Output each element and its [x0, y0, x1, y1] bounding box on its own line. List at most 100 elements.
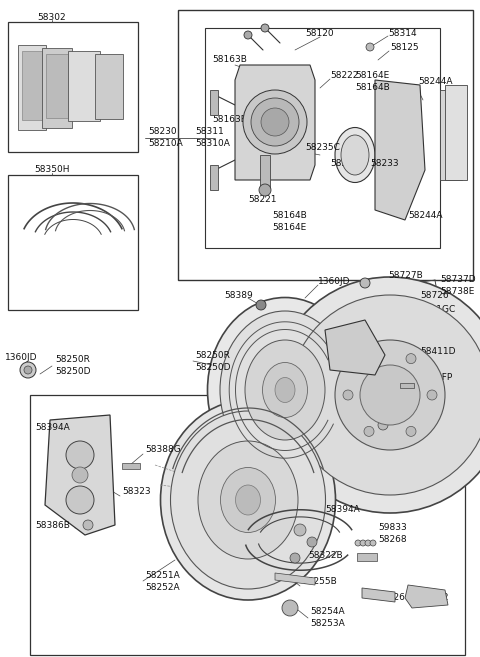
Text: 58252A: 58252A: [145, 583, 180, 591]
Circle shape: [360, 365, 420, 425]
Ellipse shape: [170, 411, 325, 589]
Circle shape: [272, 277, 480, 513]
Text: 58222: 58222: [330, 70, 359, 79]
Polygon shape: [45, 415, 115, 535]
Circle shape: [378, 420, 388, 430]
Ellipse shape: [275, 378, 295, 403]
Circle shape: [370, 540, 376, 546]
Ellipse shape: [207, 298, 362, 482]
Circle shape: [406, 426, 416, 436]
Circle shape: [335, 340, 445, 450]
Text: 1220FP: 1220FP: [420, 373, 453, 382]
Circle shape: [360, 540, 366, 546]
Ellipse shape: [220, 468, 276, 533]
Circle shape: [365, 540, 371, 546]
Ellipse shape: [335, 127, 375, 183]
Ellipse shape: [198, 441, 298, 559]
Circle shape: [343, 390, 353, 400]
Polygon shape: [235, 65, 315, 180]
Text: 58389: 58389: [224, 290, 253, 300]
Text: 58164E: 58164E: [272, 223, 306, 231]
Text: 58125: 58125: [390, 43, 419, 53]
Text: 58230: 58230: [395, 325, 424, 334]
Circle shape: [355, 540, 361, 546]
Bar: [46, 54, 68, 118]
Circle shape: [244, 31, 252, 39]
Circle shape: [406, 353, 416, 363]
Ellipse shape: [341, 135, 369, 175]
Polygon shape: [325, 320, 385, 375]
Circle shape: [261, 108, 289, 136]
Text: 58164B: 58164B: [272, 210, 307, 219]
Text: 58388G: 58388G: [145, 445, 181, 455]
Bar: [440, 90, 462, 180]
Polygon shape: [405, 585, 448, 608]
Text: 58253A: 58253A: [310, 620, 345, 629]
Text: 58232: 58232: [330, 158, 359, 168]
Bar: [210, 165, 218, 190]
Text: 58268: 58268: [378, 535, 407, 545]
Ellipse shape: [220, 311, 350, 469]
Circle shape: [366, 43, 374, 51]
Bar: [178, 10, 473, 280]
Polygon shape: [375, 80, 425, 220]
Text: 58394A: 58394A: [325, 505, 360, 514]
Bar: [8, 22, 138, 152]
Text: 58244A: 58244A: [418, 78, 453, 87]
Bar: [95, 54, 123, 119]
Circle shape: [251, 98, 299, 146]
Text: 58311: 58311: [195, 127, 224, 137]
Text: 58251A: 58251A: [145, 570, 180, 579]
Text: 58250R: 58250R: [195, 350, 230, 359]
Bar: [42, 48, 72, 128]
Bar: [18, 45, 46, 130]
Circle shape: [282, 600, 298, 616]
Text: 58120: 58120: [306, 28, 334, 37]
Text: 58350H: 58350H: [34, 166, 70, 175]
Circle shape: [261, 24, 269, 32]
Ellipse shape: [160, 400, 336, 600]
Circle shape: [307, 537, 317, 547]
Bar: [22, 51, 42, 120]
Text: 58302: 58302: [38, 12, 66, 22]
Text: 58472: 58472: [420, 593, 448, 602]
Bar: [210, 90, 218, 115]
Text: 58250D: 58250D: [55, 367, 91, 376]
Text: 58244A: 58244A: [408, 210, 443, 219]
Bar: [260, 155, 270, 190]
Text: 58210A: 58210A: [395, 338, 430, 346]
Ellipse shape: [236, 485, 261, 515]
Circle shape: [66, 441, 94, 469]
Circle shape: [243, 90, 307, 154]
Text: 58314: 58314: [388, 28, 417, 37]
Text: 58386B: 58386B: [35, 520, 70, 530]
Circle shape: [294, 524, 306, 536]
Text: 1751GC: 1751GC: [420, 306, 456, 315]
Text: 58254A: 58254A: [310, 608, 345, 616]
Text: 58394A: 58394A: [35, 424, 70, 432]
Text: 58250R: 58250R: [55, 355, 90, 365]
Circle shape: [256, 300, 266, 310]
Circle shape: [427, 390, 437, 400]
Circle shape: [66, 486, 94, 514]
Text: 58310A: 58310A: [195, 139, 230, 148]
Text: 58322B: 58322B: [308, 551, 343, 560]
Circle shape: [290, 553, 300, 563]
Text: 58727B: 58727B: [388, 271, 423, 279]
Bar: [400, 383, 414, 388]
Text: 58414: 58414: [408, 415, 436, 424]
Text: 1360JD: 1360JD: [318, 277, 350, 286]
Text: 58726: 58726: [420, 290, 449, 300]
Text: 58738E: 58738E: [440, 288, 474, 296]
Bar: [357, 553, 377, 561]
Circle shape: [24, 366, 32, 374]
Circle shape: [20, 362, 36, 378]
Circle shape: [364, 426, 374, 436]
Text: 58164E: 58164E: [355, 70, 389, 79]
Text: 58163B: 58163B: [212, 55, 247, 64]
Text: 58233: 58233: [370, 158, 398, 168]
Bar: [30, 395, 465, 655]
Text: 58255B: 58255B: [302, 578, 337, 587]
Text: 59833: 59833: [378, 524, 407, 533]
Circle shape: [72, 467, 88, 483]
